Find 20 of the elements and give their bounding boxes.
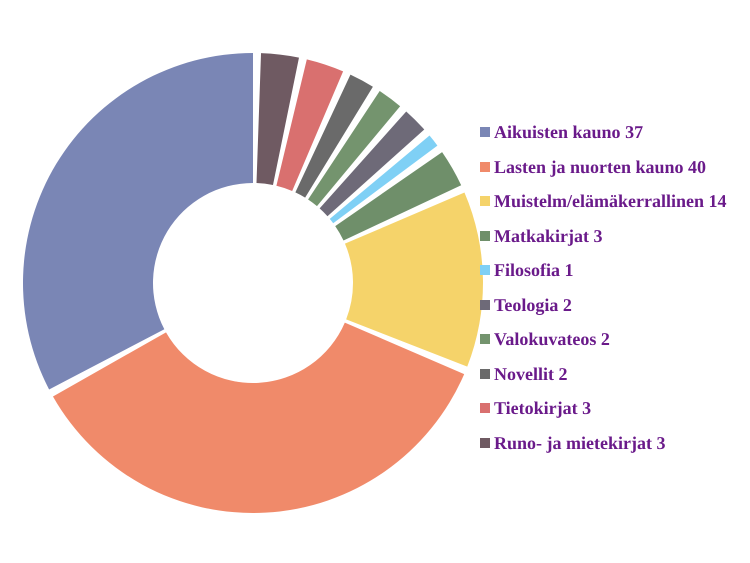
legend-label: Lasten ja nuorten kauno	[494, 156, 684, 176]
legend-label: Tietokirjat	[494, 398, 578, 418]
data-label: 40	[688, 156, 706, 176]
data-label: 3	[582, 398, 592, 418]
legend-label: Muistelm/elämäkerrallinen	[494, 191, 704, 211]
legend-label: Valokuvateos	[494, 329, 596, 349]
data-label: 1	[564, 260, 574, 280]
data-label: 2	[558, 364, 568, 384]
data-label: 37	[625, 122, 644, 142]
data-label: 3	[656, 432, 666, 452]
legend-label: Filosofia	[494, 260, 560, 280]
legend-label: Novellit	[494, 364, 554, 384]
data-label: 14	[708, 191, 726, 211]
legend-label: Aikuisten kauno	[494, 122, 621, 142]
legend-label: Teologia	[494, 294, 558, 314]
data-label: 2	[562, 294, 572, 314]
legend-label: Matkakirjat	[494, 226, 589, 246]
legend-label: Runo- ja mietekirjat	[494, 432, 652, 452]
data-label: 2	[600, 329, 610, 349]
data-label: 3	[593, 226, 602, 246]
